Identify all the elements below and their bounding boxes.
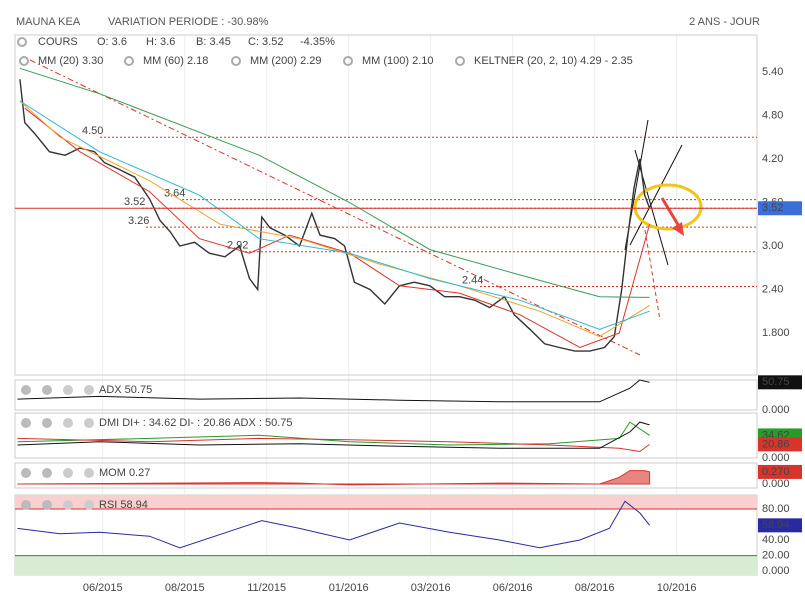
panel-frame bbox=[14, 34, 758, 376]
area bbox=[17, 470, 651, 486]
line bbox=[17, 421, 650, 446]
level-label: 4.50 bbox=[82, 125, 103, 137]
panel-tool bbox=[42, 385, 52, 395]
value-box bbox=[758, 518, 802, 533]
line bbox=[19, 67, 650, 298]
panel-tool bbox=[42, 418, 52, 428]
last-value-label: 3.52 bbox=[762, 202, 783, 214]
variation: VARIATION PERIODE : -30.98% bbox=[108, 16, 269, 28]
panel-tool bbox=[84, 468, 94, 478]
value-box bbox=[758, 375, 802, 390]
y-tick-label: 80.00 bbox=[762, 503, 790, 515]
panel-tool bbox=[63, 418, 73, 428]
panel-tool bbox=[63, 385, 73, 395]
level-label: 2.44 bbox=[462, 274, 483, 286]
level-label: 3.52 bbox=[124, 196, 145, 208]
arrow-head bbox=[672, 222, 684, 236]
panel-frame bbox=[14, 379, 758, 411]
x-tick-label: 03/2016 bbox=[411, 582, 451, 594]
line bbox=[17, 421, 650, 449]
gear-icon bbox=[19, 56, 29, 66]
gear-icon bbox=[124, 56, 134, 66]
panel-label: ADX 50.75 bbox=[99, 384, 152, 396]
x-tick-label: 06/2015 bbox=[83, 582, 123, 594]
quote-item: B: 3.45 bbox=[196, 36, 231, 48]
x-tick-label: 06/2016 bbox=[493, 582, 533, 594]
y-tick-label: 5.40 bbox=[762, 66, 783, 78]
panel-frame bbox=[14, 462, 758, 489]
y-tick-label: 4.80 bbox=[762, 109, 783, 121]
quote-item: -4.35% bbox=[300, 36, 335, 48]
value-box bbox=[758, 464, 802, 479]
legend-entry: MM (100) 2.10 bbox=[362, 55, 434, 67]
panel-tool bbox=[84, 500, 94, 510]
x-tick-label: 08/2016 bbox=[575, 582, 615, 594]
line bbox=[19, 100, 650, 330]
panel-label: DMI DI+ : 34.62 DI- : 20.86 ADX : 50.75 bbox=[99, 417, 293, 429]
panel-tool bbox=[42, 500, 52, 510]
highlight-ellipse bbox=[633, 183, 703, 231]
quote-item: H: 3.6 bbox=[146, 36, 175, 48]
y-tick-label: 2.40 bbox=[762, 283, 783, 295]
legend-entry: MM (20) 3.30 bbox=[38, 55, 103, 67]
gear-icon bbox=[455, 56, 465, 66]
last-value-label: 58.94 bbox=[762, 519, 790, 531]
line bbox=[17, 500, 650, 549]
panel-tool bbox=[42, 468, 52, 478]
y-tick-label: 1.800 bbox=[762, 327, 790, 339]
y-tick-label: 0.270 bbox=[762, 466, 790, 478]
y-tick-label: 0.000 bbox=[762, 478, 790, 490]
legend-entry: MM (200) 2.29 bbox=[250, 55, 322, 67]
panel-tool bbox=[84, 418, 94, 428]
x-tick-label: 01/2016 bbox=[329, 582, 369, 594]
stock-name: MAUNA KEA bbox=[16, 16, 81, 28]
line bbox=[19, 79, 651, 352]
panel-label: MOM 0.27 bbox=[99, 467, 150, 479]
y-tick-label: 40.00 bbox=[762, 534, 790, 546]
y-tick-label: 3.00 bbox=[762, 240, 783, 252]
panel-frame bbox=[14, 412, 758, 459]
y-tick-label: 20.86 bbox=[762, 438, 790, 450]
level-label: 3.26 bbox=[128, 215, 149, 227]
legend-entry: MM (60) 2.18 bbox=[143, 55, 208, 67]
x-tick-label: 08/2015 bbox=[165, 582, 205, 594]
legend-entry: KELTNER (20, 2, 10) 4.29 - 2.35 bbox=[474, 55, 633, 67]
panel-tool bbox=[21, 385, 31, 395]
line bbox=[17, 379, 650, 403]
y-tick-label: 4.20 bbox=[762, 153, 783, 165]
oversold-zone bbox=[15, 555, 757, 575]
panel-tool bbox=[21, 418, 31, 428]
x-tick-label: 11/2015 bbox=[247, 582, 286, 594]
quote-item: C: 3.52 bbox=[248, 36, 283, 48]
panel-tool bbox=[21, 468, 31, 478]
gear-icon bbox=[231, 56, 241, 66]
value-box bbox=[758, 201, 802, 216]
y-tick-label: 20.00 bbox=[762, 549, 790, 561]
panel-tool bbox=[63, 500, 73, 510]
line bbox=[17, 437, 650, 453]
arrow bbox=[660, 197, 682, 229]
x-tick-label: 10/2016 bbox=[657, 582, 697, 594]
panel-tool bbox=[84, 385, 94, 395]
panel-tool bbox=[21, 500, 31, 510]
value-box bbox=[758, 437, 802, 452]
period: 2 ANS - JOUR bbox=[689, 16, 760, 28]
trendline bbox=[29, 59, 641, 356]
overbought-zone bbox=[15, 495, 757, 509]
quote-item: COURS bbox=[38, 36, 78, 48]
y-tick-label: 0.000 bbox=[762, 404, 790, 416]
panel-label: RSI 58.94 bbox=[99, 499, 148, 511]
trendline bbox=[644, 229, 661, 321]
trendline bbox=[629, 144, 683, 246]
y-tick-label: 0.000 bbox=[762, 565, 790, 577]
gear-icon bbox=[17, 37, 27, 47]
gear-icon bbox=[343, 56, 353, 66]
y-tick-label: 0.000 bbox=[762, 452, 790, 464]
quote-item: O: 3.6 bbox=[97, 36, 127, 48]
level-label: 3.64 bbox=[164, 187, 185, 199]
panel-tool bbox=[63, 468, 73, 478]
y-tick-label: 50.75 bbox=[762, 376, 790, 388]
